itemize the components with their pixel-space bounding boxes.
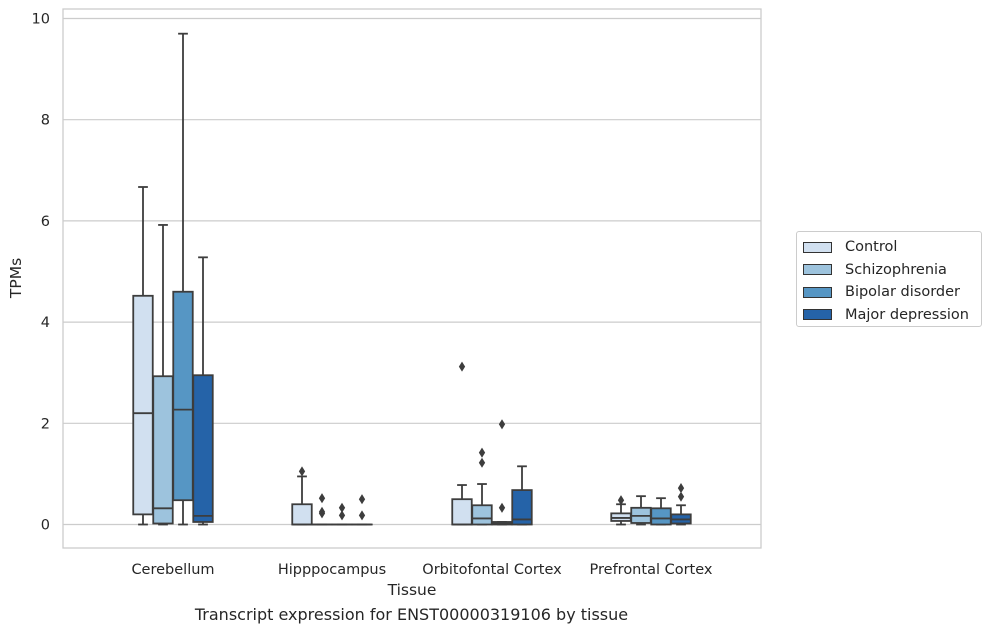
x-tick-label: Cerebellum xyxy=(131,562,214,578)
outlier-point xyxy=(478,457,486,468)
box-major-depression xyxy=(192,256,214,526)
box-schizophrenia xyxy=(152,224,174,526)
y-tick-label: 0 xyxy=(41,518,50,534)
outlier-point xyxy=(318,506,326,517)
outlier-point xyxy=(677,491,685,502)
legend: Control Schizophrenia Bipolar disorder M… xyxy=(796,231,982,327)
box-schizophrenia xyxy=(311,493,333,526)
legend-swatch xyxy=(803,286,832,298)
legend-item-bipolar-disorder: Bipolar disorder xyxy=(803,281,981,304)
box-control xyxy=(610,495,632,526)
outlier-point xyxy=(458,361,466,372)
box-bipolar-disorder xyxy=(172,32,194,526)
outlier-point xyxy=(358,494,366,505)
x-tick-label: Prefrontal Cortex xyxy=(590,562,713,578)
box-iqr xyxy=(291,503,313,526)
legend-item-major-depression: Major depression xyxy=(803,304,981,327)
box-major-depression xyxy=(670,483,692,526)
box-iqr xyxy=(152,375,174,525)
legend-swatch xyxy=(803,309,832,321)
box-bipolar-disorder xyxy=(491,419,513,526)
box-groups xyxy=(132,32,692,526)
y-axis-ticks: 0 2 4 6 8 10 xyxy=(32,12,50,534)
outlier-point xyxy=(338,510,346,521)
box-iqr xyxy=(451,498,473,526)
outlier-point xyxy=(298,466,306,477)
box-control xyxy=(132,186,154,526)
box-major-depression xyxy=(351,494,373,526)
chart-caption: Transcript expression for ENST0000031910… xyxy=(194,605,629,624)
box-iqr xyxy=(471,504,493,526)
plot-frame xyxy=(62,8,762,549)
legend-item-control: Control xyxy=(803,236,981,259)
y-tick-label: 8 xyxy=(41,113,50,129)
outlier-point xyxy=(478,447,486,458)
box-iqr xyxy=(172,290,194,502)
box-bipolar-disorder xyxy=(650,497,672,526)
box-major-depression xyxy=(511,465,533,526)
legend-swatch xyxy=(803,264,832,276)
y-tick-label: 10 xyxy=(32,12,50,28)
outlier-point xyxy=(338,502,346,513)
y-tick-label: 6 xyxy=(41,214,50,230)
box-iqr xyxy=(511,489,533,526)
legend-item-schizophrenia: Schizophrenia xyxy=(803,259,981,282)
outlier-point xyxy=(677,483,685,494)
box-schizophrenia xyxy=(471,447,493,526)
legend-label: Major depression xyxy=(845,306,969,323)
box-control xyxy=(451,361,473,526)
x-tick-label: Hipppocampus xyxy=(278,562,386,578)
box-iqr xyxy=(650,507,672,526)
box-control xyxy=(291,466,313,526)
box-bipolar-disorder xyxy=(331,502,353,526)
y-axis-label: TPMs xyxy=(7,258,25,299)
outlier-point xyxy=(498,502,506,513)
legend-swatch xyxy=(803,241,832,253)
box-schizophrenia xyxy=(630,495,652,526)
x-axis-label: Tissue xyxy=(387,581,437,599)
outlier-point xyxy=(358,510,366,521)
legend-label: Schizophrenia xyxy=(845,261,947,278)
box-iqr xyxy=(132,294,154,516)
legend-label: Bipolar disorder xyxy=(845,284,960,301)
y-tick-label: 2 xyxy=(41,416,50,432)
outlier-point xyxy=(617,495,625,506)
outlier-point xyxy=(498,419,506,430)
outlier-point xyxy=(318,493,326,504)
legend-label: Control xyxy=(845,239,898,256)
x-axis-ticks: Cerebellum Hipppocampus Orbitofontal Corte… xyxy=(131,562,712,578)
y-tick-label: 4 xyxy=(41,315,50,331)
box-iqr xyxy=(192,374,214,523)
x-tick-label: Orbitofontal Cortex xyxy=(422,562,562,578)
